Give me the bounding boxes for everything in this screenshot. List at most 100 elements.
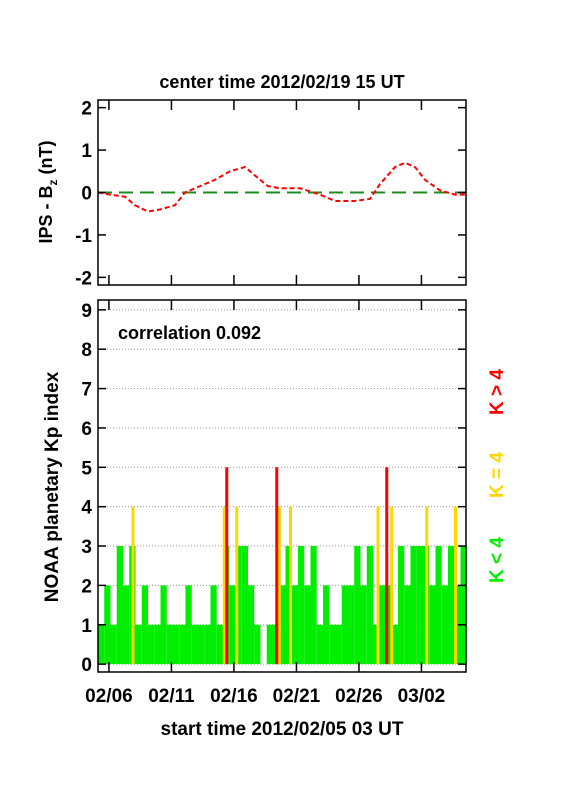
bar — [360, 585, 367, 665]
bar — [291, 585, 298, 665]
bar — [266, 624, 273, 665]
data-line — [97, 161, 466, 213]
y-tick-label: 0 — [81, 184, 92, 205]
y-tick-label: 1 — [81, 141, 92, 162]
legend-entry: K < 4 — [487, 537, 508, 583]
chart-title: center time 2012/02/19 15 UT — [159, 72, 404, 92]
plot-frame — [97, 299, 467, 673]
y-tick-label: 7 — [81, 380, 92, 401]
y-tick-label: -2 — [75, 268, 92, 289]
x-tick-label: 03/02 — [398, 686, 446, 707]
y-tick-label: 0 — [81, 655, 92, 676]
bar — [210, 585, 217, 665]
y-tick-label: 1 — [81, 616, 92, 637]
bar — [335, 624, 342, 665]
bar — [289, 506, 292, 665]
bar — [179, 624, 186, 665]
bar — [385, 585, 392, 665]
bar — [323, 585, 330, 665]
bar — [98, 624, 105, 665]
x-tick-label: 02/06 — [85, 686, 133, 707]
bar — [104, 585, 111, 665]
bar — [304, 585, 311, 665]
bar — [416, 546, 423, 665]
bar — [110, 624, 117, 665]
x-axis-label: start time 2012/02/05 03 UT — [161, 719, 404, 740]
bar — [173, 624, 180, 665]
bar — [185, 585, 192, 665]
bar — [166, 624, 173, 665]
x-tick-label: 02/11 — [148, 686, 195, 707]
y-tick-label: 5 — [81, 458, 92, 479]
y-tick-label: -1 — [75, 226, 92, 247]
bar — [241, 546, 248, 665]
bar — [160, 585, 167, 665]
bar — [298, 546, 305, 665]
y-tick-label: 6 — [81, 419, 92, 440]
bar — [123, 585, 130, 665]
bar — [391, 624, 398, 665]
bar — [310, 546, 317, 665]
bar — [435, 546, 442, 665]
bar — [204, 624, 211, 665]
bar — [141, 585, 148, 665]
bar — [441, 585, 448, 665]
bar — [373, 624, 380, 665]
y-tick-label: 3 — [81, 537, 92, 558]
bar — [460, 546, 467, 665]
label-subscript: z — [46, 179, 60, 185]
y-tick-label: 2 — [81, 99, 92, 120]
y-tick-label: 2 — [81, 576, 92, 597]
bar — [254, 624, 261, 665]
bar — [148, 624, 155, 665]
bar — [198, 624, 205, 665]
y-axis-label: IPS - Bz (nT) — [36, 140, 60, 243]
bar — [390, 506, 394, 665]
bar — [191, 624, 198, 665]
bar — [216, 624, 223, 665]
bar — [366, 546, 373, 665]
bar — [275, 467, 279, 665]
bar — [285, 546, 292, 665]
bar — [248, 585, 255, 665]
bar — [225, 467, 229, 665]
bar — [316, 624, 323, 665]
bar — [425, 506, 429, 665]
bar — [348, 585, 355, 665]
legend-entry: K = 4 — [487, 452, 508, 498]
x-tick-label: 02/16 — [210, 686, 258, 707]
bar — [341, 585, 348, 665]
bar — [135, 624, 142, 665]
bar — [454, 585, 461, 665]
bar — [222, 506, 226, 665]
bar — [329, 624, 336, 665]
label-part: (nT) — [36, 140, 56, 179]
y-tick-label: 4 — [81, 498, 92, 519]
label-part: IPS - B — [36, 185, 56, 243]
bar — [235, 546, 242, 665]
bar — [116, 546, 123, 665]
bar — [376, 506, 380, 665]
bar — [229, 585, 236, 665]
bar — [154, 624, 161, 665]
y-tick-label: 9 — [81, 301, 92, 322]
bar — [448, 546, 455, 665]
annotation: correlation 0.092 — [118, 323, 261, 343]
bar — [131, 506, 135, 665]
bar — [354, 546, 361, 665]
y-tick-label: 8 — [81, 340, 92, 361]
bar — [398, 546, 405, 665]
bar — [429, 585, 436, 665]
x-tick-label: 02/26 — [335, 686, 383, 707]
x-tick-label: 02/21 — [273, 686, 321, 707]
bar — [404, 585, 411, 665]
bar — [235, 506, 239, 665]
y-axis-label: NOAA planetary Kp index — [42, 371, 63, 602]
bar — [454, 506, 457, 665]
bar — [385, 467, 389, 665]
bar — [410, 546, 417, 665]
bar — [379, 585, 386, 665]
bar — [277, 506, 281, 665]
legend-entry: K > 4 — [487, 369, 508, 415]
